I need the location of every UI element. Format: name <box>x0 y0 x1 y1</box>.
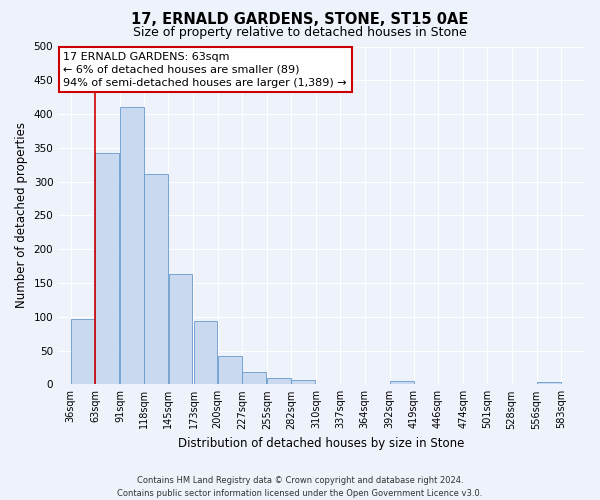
Bar <box>194 321 217 384</box>
Bar <box>218 356 242 384</box>
Bar <box>292 380 315 384</box>
Text: Contains HM Land Registry data © Crown copyright and database right 2024.
Contai: Contains HM Land Registry data © Crown c… <box>118 476 482 498</box>
Bar <box>71 319 95 384</box>
X-axis label: Distribution of detached houses by size in Stone: Distribution of detached houses by size … <box>178 437 465 450</box>
Bar <box>390 381 413 384</box>
Text: 17, ERNALD GARDENS, STONE, ST15 0AE: 17, ERNALD GARDENS, STONE, ST15 0AE <box>131 12 469 28</box>
Text: Size of property relative to detached houses in Stone: Size of property relative to detached ho… <box>133 26 467 39</box>
Bar <box>169 274 193 384</box>
Bar <box>242 372 266 384</box>
Bar <box>120 106 144 384</box>
Bar <box>267 378 291 384</box>
Bar <box>537 382 560 384</box>
Bar <box>145 174 168 384</box>
Y-axis label: Number of detached properties: Number of detached properties <box>15 122 28 308</box>
Text: 17 ERNALD GARDENS: 63sqm
← 6% of detached houses are smaller (89)
94% of semi-de: 17 ERNALD GARDENS: 63sqm ← 6% of detache… <box>64 52 347 88</box>
Bar <box>95 152 119 384</box>
